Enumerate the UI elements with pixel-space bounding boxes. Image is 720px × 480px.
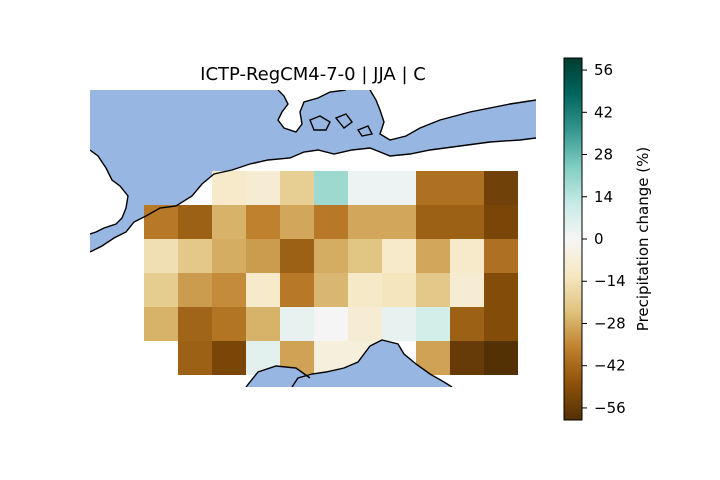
scandinavia-landmass — [278, 90, 346, 132]
heatmap-cell — [178, 307, 212, 341]
heatmap-cell — [246, 273, 280, 307]
colorbar: −56 −42 −28 −14 0 14 28 42 56 Precipitation chan… — [563, 57, 652, 421]
heatmap-cell — [484, 341, 518, 375]
heatmap-cell — [348, 205, 382, 239]
adriatic-sea — [292, 340, 452, 387]
heatmap-cell — [484, 307, 518, 341]
heatmap-cell — [246, 307, 280, 341]
heatmap-cell — [450, 273, 484, 307]
heatmap-cell — [246, 171, 280, 205]
chart-title: ICTP-RegCM4-7-0 | JJA | C — [200, 64, 426, 85]
coastlines — [90, 90, 536, 387]
heatmap-cell — [212, 273, 246, 307]
heatmap-cell — [348, 307, 382, 341]
colorbar-tick-label: −28 — [594, 314, 626, 332]
heatmap-cell — [178, 205, 212, 239]
heatmap-cell — [416, 273, 450, 307]
colorbar-tick-label: 14 — [594, 188, 613, 206]
heatmap-cell — [382, 273, 416, 307]
colorbar-label: Precipitation change (%) — [634, 147, 652, 331]
heatmap-cell — [484, 239, 518, 273]
heatmap-cell — [280, 307, 314, 341]
heatmap-cell — [178, 341, 212, 375]
heatmap-cell — [246, 239, 280, 273]
heatmap-cell — [484, 171, 518, 205]
heatmap-cell — [484, 273, 518, 307]
heatmap-cell — [450, 171, 484, 205]
colorbar-tick-label: 28 — [594, 146, 613, 164]
heatmap-cell — [314, 205, 348, 239]
heatmap-cell — [280, 239, 314, 273]
colorbar-gradient — [563, 57, 583, 421]
heatmap-cell — [212, 307, 246, 341]
colorbar-ticks: −56 −42 −28 −14 0 14 28 42 56 — [582, 61, 626, 417]
heatmap-cell — [348, 171, 382, 205]
colorbar-tick-label: −56 — [594, 399, 626, 417]
heatmap-cell — [280, 273, 314, 307]
heatmap-cell — [382, 171, 416, 205]
heatmap-cell — [212, 341, 246, 375]
heatmap-cell — [450, 341, 484, 375]
heatmap-cell — [178, 273, 212, 307]
heatmap-cell — [450, 205, 484, 239]
heatmap-cell — [450, 307, 484, 341]
britain-landmass — [90, 150, 128, 234]
heatmap-cell — [144, 205, 178, 239]
colorbar-tick-label: −42 — [594, 357, 626, 375]
heatmap-cell — [212, 205, 246, 239]
heatmap-cell — [416, 239, 450, 273]
heatmap-cell — [416, 307, 450, 341]
colorbar-tick-label: −14 — [594, 272, 626, 290]
heatmap-cell — [416, 205, 450, 239]
heatmap-cell — [382, 307, 416, 341]
heatmap-cell — [212, 239, 246, 273]
heatmap-cell — [314, 171, 348, 205]
heatmap-cell — [348, 273, 382, 307]
heatmap-cell — [144, 307, 178, 341]
heatmap-cell — [280, 171, 314, 205]
colorbar-tick-label: 42 — [594, 103, 613, 121]
heatmap-cell — [416, 171, 450, 205]
sweden-landmass — [370, 90, 536, 140]
heatmap-cell — [450, 239, 484, 273]
heatmap-cell — [314, 307, 348, 341]
heatmap-cell — [280, 205, 314, 239]
heatmap-cell — [314, 273, 348, 307]
heatmap-cell — [144, 273, 178, 307]
heatmap-cell — [246, 205, 280, 239]
heatmap-cell — [144, 239, 178, 273]
heatmap-cell — [314, 239, 348, 273]
heatmap-cell — [382, 205, 416, 239]
heatmap-cell — [212, 171, 246, 205]
heatmap-cell — [348, 239, 382, 273]
heatmap-cell — [178, 239, 212, 273]
map-area — [90, 90, 536, 387]
heatmap-cell — [484, 205, 518, 239]
colorbar-tick-label: 56 — [594, 61, 613, 79]
colorbar-tick-label: 0 — [594, 230, 604, 248]
heatmap-cell — [382, 239, 416, 273]
